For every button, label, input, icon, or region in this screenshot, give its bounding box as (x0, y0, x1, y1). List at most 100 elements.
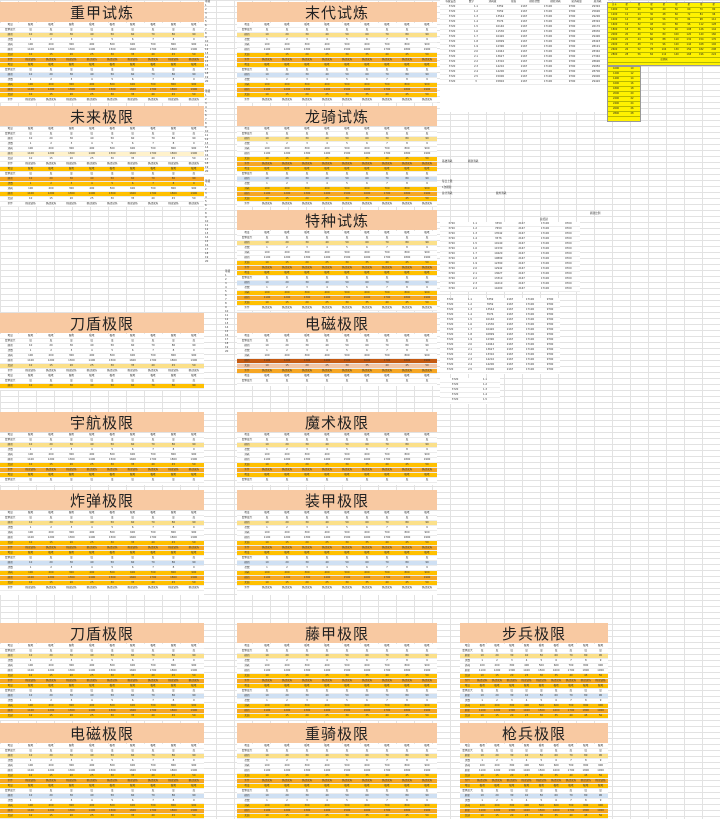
table-cell[interactable]: 度 (285, 172, 289, 175)
table-cell[interactable]: 极难 (479, 744, 485, 747)
table-cell[interactable]: 消耗 (7, 804, 13, 807)
table-cell[interactable]: 挑战试炼 (107, 202, 118, 205)
table-cell[interactable]: 奖励 (464, 714, 470, 717)
table-cell[interactable]: 200 (48, 83, 54, 86)
table-cell[interactable]: 刷新消耗 (550, 0, 561, 3)
table-cell[interactable]: 6 (366, 799, 368, 802)
table-cell[interactable]: 极难 (150, 334, 156, 337)
table-cell[interactable]: 20 (510, 674, 514, 677)
table-cell[interactable]: 500 (538, 764, 544, 767)
table-cell[interactable]: 刷新 (244, 192, 250, 195)
table-cell[interactable]: 极难 (28, 23, 34, 26)
table-cell[interactable]: 挑战试炼 (421, 546, 433, 549)
table-cell[interactable]: 度 (285, 68, 289, 71)
table-cell[interactable]: 1700 (149, 576, 157, 579)
table-cell[interactable]: 600 (553, 664, 559, 667)
table-cell[interactable]: 挑战试炼 (66, 58, 77, 61)
table-cell[interactable]: 60 (130, 73, 135, 76)
table-cell[interactable]: 8 (406, 78, 408, 81)
table-cell[interactable]: 极难 (304, 744, 310, 747)
table-cell[interactable]: 20 (285, 137, 289, 140)
table-cell[interactable]: 极难 (344, 473, 350, 476)
table-cell[interactable]: 900 (424, 83, 430, 86)
table-cell[interactable]: 2.0 (467, 343, 473, 346)
table-cell[interactable]: 900 (424, 453, 430, 456)
table-cell[interactable]: 挑战试炼 (401, 779, 413, 782)
table-cell[interactable]: 刷新 (464, 754, 470, 757)
table-cell[interactable]: 7 (386, 699, 388, 702)
table-cell[interactable]: 极难 (191, 744, 197, 747)
table-block[interactable]: 难度 极难 极难 极难 极难 极难 极难 极难 极难 极难 要求最大度度度度度度度度度刷新 10 20 3… (0, 127, 204, 207)
table-cell[interactable]: 3359 (486, 298, 494, 301)
table-cell[interactable]: 1.2 (467, 303, 473, 306)
table-cell[interactable]: 1900 (423, 48, 431, 51)
table-cell[interactable]: 度 (70, 68, 73, 71)
table-cell[interactable]: 1200 (47, 669, 55, 672)
table-cell[interactable]: 挑战试炼 (281, 679, 293, 682)
table-cell[interactable]: 200 (284, 291, 290, 294)
table-cell[interactable]: 等级设置 (445, 0, 456, 3)
table-cell[interactable]: 1700 (149, 809, 157, 812)
table-cell[interactable]: 5 (346, 448, 348, 451)
table-cell[interactable]: 条件 (7, 679, 13, 682)
table-cell[interactable]: 极难 (384, 684, 390, 687)
table-cell[interactable]: 15 (49, 157, 53, 160)
table-cell[interactable]: 40 (662, 8, 666, 11)
table-cell[interactable]: 挑战试炼 (381, 58, 393, 61)
table-cell[interactable]: 1100 (263, 669, 271, 672)
table-cell[interactable]: 要求最大 (5, 379, 16, 382)
table-cell[interactable]: 2.0 (472, 267, 478, 270)
table-cell[interactable]: 18 (630, 87, 634, 90)
table-cell[interactable]: 星 (662, 3, 666, 6)
table-cell[interactable]: 度 (385, 789, 389, 792)
level-cell[interactable]: 1 (205, 94, 207, 97)
table-cell[interactable]: 刷新 (244, 177, 250, 180)
table-cell[interactable]: 25 (325, 774, 329, 777)
table-cell[interactable]: 5 (346, 182, 348, 185)
table-cell[interactable]: 消耗 (464, 664, 470, 667)
table-cell[interactable]: 900 (424, 764, 430, 767)
table-cell[interactable]: 1200 (283, 769, 291, 772)
table-cell[interactable]: 40 (524, 794, 529, 797)
table-cell[interactable]: 极难 (284, 744, 290, 747)
table-cell[interactable]: 50 (425, 301, 429, 304)
table-cell[interactable]: 极难 (424, 167, 430, 170)
table-cell[interactable]: 5 (540, 699, 543, 702)
table-cell[interactable]: 1400 (323, 48, 331, 51)
table-cell[interactable]: 极难 (523, 784, 530, 787)
table-cell[interactable]: 3720 (446, 303, 454, 306)
table-cell[interactable]: 1600 (363, 192, 371, 195)
table-cell[interactable]: 度 (599, 649, 602, 652)
table-cell[interactable]: 3720 (448, 80, 456, 83)
table-cell[interactable]: 200 (284, 354, 290, 357)
table-cell[interactable]: 144 (711, 28, 716, 31)
table-cell[interactable]: 极难 (364, 271, 370, 274)
table-cell[interactable]: 3720 (446, 308, 454, 311)
table-cell[interactable]: 2 (286, 448, 288, 451)
table-cell[interactable]: 3720 (448, 247, 455, 250)
table-cell[interactable]: 刷新 (244, 443, 250, 446)
table-cell[interactable]: 挑战试炼 (168, 202, 179, 205)
table-cell[interactable]: 700 (384, 291, 390, 294)
table-cell[interactable]: 2167 (518, 267, 525, 270)
table-cell[interactable]: 挑战试炼 (281, 266, 293, 269)
table-cell[interactable]: 70 (151, 73, 155, 76)
table-cell[interactable]: 5 (111, 566, 114, 569)
table-cell[interactable]: 挑战试炼 (188, 546, 200, 549)
table-cell[interactable]: 25 (90, 93, 94, 96)
table-cell[interactable]: 2 (286, 799, 288, 802)
table-cell[interactable]: 极难 (48, 784, 54, 787)
table-cell[interactable]: 80 (584, 654, 588, 657)
table-cell[interactable]: 1.8 (467, 333, 473, 336)
table-cell[interactable]: 700 (150, 453, 156, 456)
table-cell[interactable]: 2200 (612, 97, 620, 100)
table-cell[interactable]: 96 (662, 43, 666, 46)
table-cell[interactable]: 40 (385, 197, 389, 200)
table-cell[interactable]: 挑战试炼 (168, 162, 179, 165)
table-cell[interactable]: 度 (325, 689, 329, 692)
table-cell[interactable]: 挑战试炼 (25, 468, 36, 471)
table-cell[interactable]: 极难 (264, 167, 270, 170)
table-cell[interactable]: 1700 (149, 709, 157, 712)
table-cell[interactable]: 25 (524, 774, 529, 777)
table-cell[interactable]: 度 (172, 339, 175, 342)
